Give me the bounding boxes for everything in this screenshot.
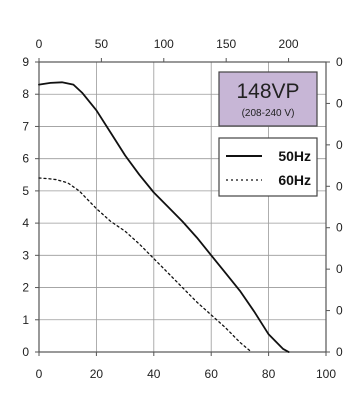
y-tick-label-2: 2 [22,281,29,295]
right-tick-label-3: 0 [336,221,343,235]
y-tick-label-7: 7 [22,119,29,133]
y-tick-label-3: 3 [22,248,29,262]
right-tick-label-6: 0 [336,96,343,110]
right-tick-label-4: 0 [336,179,343,193]
series-layer [38,81,290,353]
legend-label-50hz: 50Hz [278,148,311,164]
model-box-background [218,71,318,127]
top-tick-label-1: 50 [95,37,109,51]
x-tick-label-0: 0 [36,367,43,381]
legend-label-60hz: 60Hz [278,172,311,188]
y-tick-label-4: 4 [22,216,29,230]
y-tick-label-1: 1 [22,313,29,327]
right-tick-label-0: 0 [336,345,343,359]
model-label: 148VP [236,80,299,103]
top-tick-label-0: 0 [36,37,43,51]
x-tick-label-3: 60 [205,367,219,381]
y-tick-label-9: 9 [22,55,29,69]
right-tick-label-7: 0 [336,55,343,69]
right-tick-label-1: 0 [336,304,343,318]
x-tick-label-1: 20 [90,367,104,381]
series-line-60hz [38,177,253,353]
legend: 50Hz 60Hz [218,137,318,197]
series-line-50hz [38,81,290,353]
model-box: 148VP (208-240 V) [218,71,318,127]
top-tick-label-3: 150 [216,37,236,51]
top-tick-label-4: 200 [279,37,299,51]
right-tick-label-5: 0 [336,138,343,152]
y-tick-label-6: 6 [22,152,29,166]
x-tick-label-2: 40 [147,367,161,381]
legend-box [218,137,318,197]
plot-frame [38,61,327,353]
x-tick-label-5: 100 [316,367,336,381]
y-tick-label-0: 0 [22,345,29,359]
y-tick-label-8: 8 [22,87,29,101]
voltage-label: (208-240 V) [242,108,295,119]
x-tick-label-4: 80 [262,367,276,381]
top-tick-label-2: 100 [154,37,174,51]
y-tick-label-5: 5 [22,184,29,198]
right-tick-label-2: 0 [336,262,343,276]
